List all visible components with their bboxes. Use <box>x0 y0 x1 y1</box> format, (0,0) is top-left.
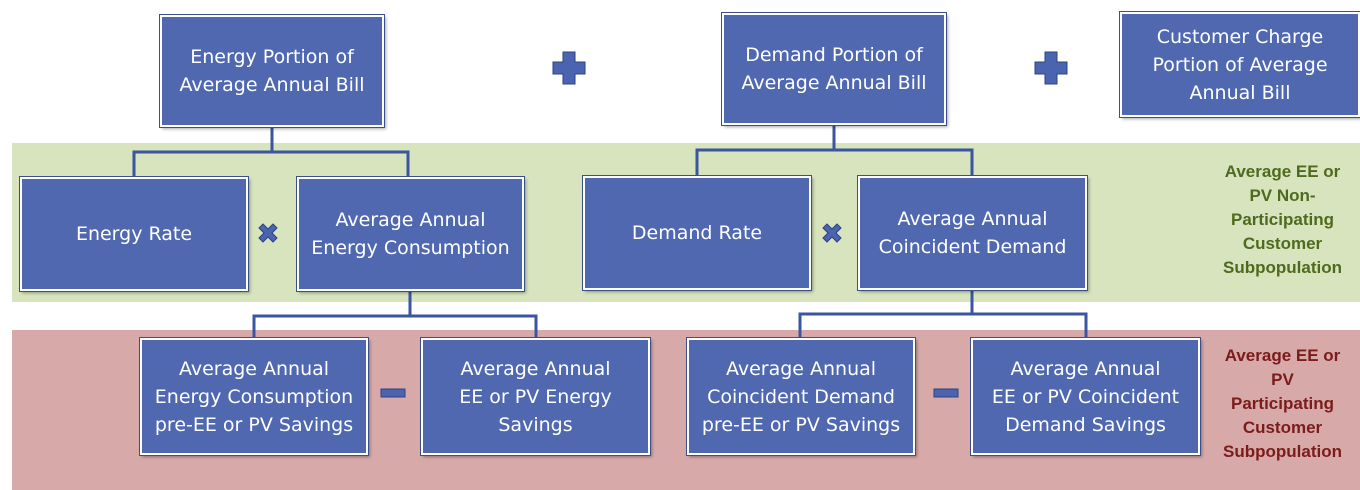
band-label: Average EE or PV Non- Participating Custome… <box>1205 160 1360 280</box>
text-line: Coincident Demand <box>707 385 895 408</box>
text-line: Average EE or <box>1224 346 1341 365</box>
text-line: Average Annual <box>335 209 486 231</box>
text-line: Average Annual <box>178 357 330 380</box>
text-line: Portion of Average <box>1152 53 1328 76</box>
text-line: Energy Rate <box>75 223 193 245</box>
text-line: Energy Portion of <box>190 46 354 68</box>
text-line: Customer <box>1242 418 1323 437</box>
minus-operator <box>933 388 959 398</box>
times-operator <box>822 223 842 243</box>
text-line: PV Non- <box>1249 186 1316 205</box>
plus-operator <box>552 51 586 85</box>
minus-operator <box>380 388 406 398</box>
text-line: Average EE or <box>1224 162 1341 181</box>
text-line: Demand Portion of <box>745 44 923 66</box>
node-box: Energy Rate <box>19 176 249 292</box>
text-line: Customer Charge <box>1156 25 1324 48</box>
text-line: Participating <box>1231 210 1334 229</box>
node-box: Demand Rate <box>582 175 812 291</box>
times-operator <box>258 223 278 243</box>
node-box: Average Annual Coincident Demand pre-EE or… <box>686 337 916 456</box>
text-line: PV <box>1271 370 1294 389</box>
text-line: Average Annual Bill <box>741 72 927 94</box>
band-label: Average EE or PV Participating Customer Subp… <box>1205 344 1360 464</box>
text-line: EE or PV Energy <box>459 385 612 408</box>
text-line: Demand Savings <box>1005 413 1166 436</box>
text-line: Annual Bill <box>1189 81 1291 104</box>
text-line: Subpopulation <box>1223 442 1342 461</box>
text-line: EE or PV Coincident <box>991 385 1180 408</box>
text-line: Participating <box>1231 394 1334 413</box>
node-box: Average Annual Coincident Demand <box>857 175 1088 291</box>
connector-lines <box>132 125 1088 339</box>
node-box: Energy Portion of Average Annual Bill <box>159 14 385 128</box>
node-box: Average Annual EE or PV Coincident Demand … <box>970 337 1201 456</box>
connector <box>132 150 410 178</box>
node-box: Average Annual Energy Consumption <box>296 176 525 292</box>
connector <box>695 148 974 177</box>
text-line: Average Annual Bill <box>179 74 365 96</box>
text-line: Savings <box>498 413 573 436</box>
text-line: Average Annual <box>460 357 611 380</box>
node-box: Demand Portion of Average Annual Bill <box>721 12 947 126</box>
text-line: Average Annual <box>897 208 1048 230</box>
connector <box>798 312 1088 339</box>
text-line: Customer <box>1242 234 1323 253</box>
connector <box>252 314 538 339</box>
node-box: Average Annual Energy Consumption pre-EE o… <box>139 337 369 456</box>
text-line: Coincident Demand <box>878 236 1067 258</box>
text-line: Subpopulation <box>1223 258 1342 277</box>
text-line: Average Annual <box>725 357 877 380</box>
text-line: Energy Consumption <box>311 237 510 259</box>
text-line: pre-EE or PV Savings <box>701 413 901 436</box>
text-line: Energy Consumption <box>154 385 354 408</box>
text-line: Demand Rate <box>631 222 763 244</box>
text-line: Average Annual <box>1010 357 1161 380</box>
node-box: Customer Charge Portion of Average Annual … <box>1119 11 1360 118</box>
node-box: Average Annual EE or PV Energy Savings <box>420 337 651 456</box>
plus-operator <box>1034 51 1068 85</box>
text-line: pre-EE or PV Savings <box>154 413 354 436</box>
